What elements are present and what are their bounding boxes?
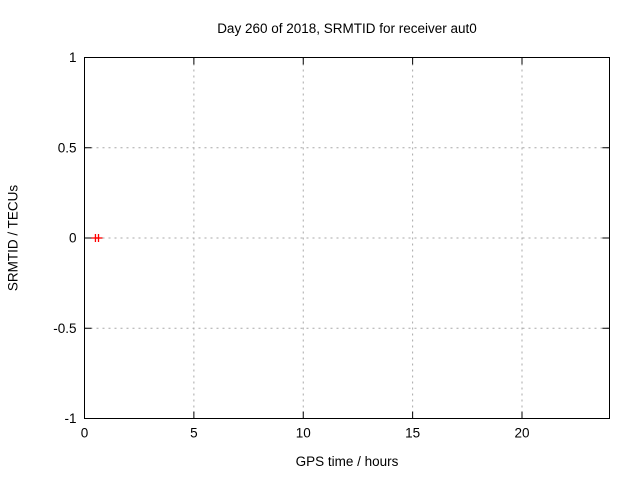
x-tick-label: 5: [190, 426, 198, 441]
x-tick-label: 0: [81, 426, 89, 441]
y-tick-label: -1: [64, 411, 76, 426]
x-tick-label: 10: [296, 426, 311, 441]
chart-title: Day 260 of 2018, SRMTID for receiver aut…: [217, 21, 477, 36]
x-tick-label: 15: [405, 426, 420, 441]
y-tick-label: 0.5: [58, 140, 77, 155]
y-tick-label: 0: [69, 231, 77, 246]
x-axis-label: GPS time / hours: [295, 454, 399, 469]
y-tick-label: 1: [69, 50, 77, 65]
y-tick-label: -0.5: [53, 321, 76, 336]
x-tick-label: 20: [514, 426, 529, 441]
